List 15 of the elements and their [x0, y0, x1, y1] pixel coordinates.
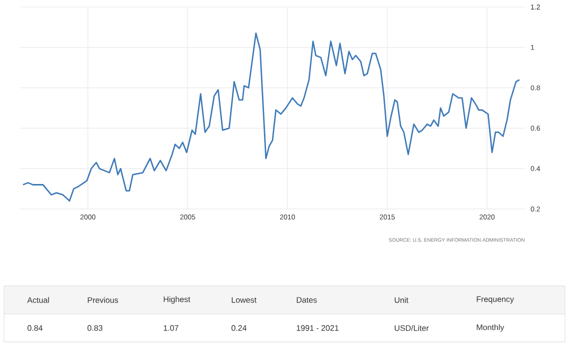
text: 0.84: [28, 325, 43, 331]
text: Highest: [164, 296, 190, 304]
text: Unit: [394, 297, 408, 303]
line-series: [22, 32, 520, 202]
text: 1991 - 2021: [296, 325, 338, 331]
text: USD/Liter: [394, 325, 429, 331]
text: Monthly: [476, 324, 504, 332]
text: 1.07: [164, 325, 178, 331]
text: Frequency: [476, 296, 514, 304]
text: Dates: [296, 297, 317, 303]
text: Actual: [27, 297, 49, 303]
text: 0.24: [232, 325, 247, 331]
text: Previous: [88, 297, 118, 303]
text: 0.83: [88, 325, 102, 331]
text: Lowest: [232, 297, 256, 303]
